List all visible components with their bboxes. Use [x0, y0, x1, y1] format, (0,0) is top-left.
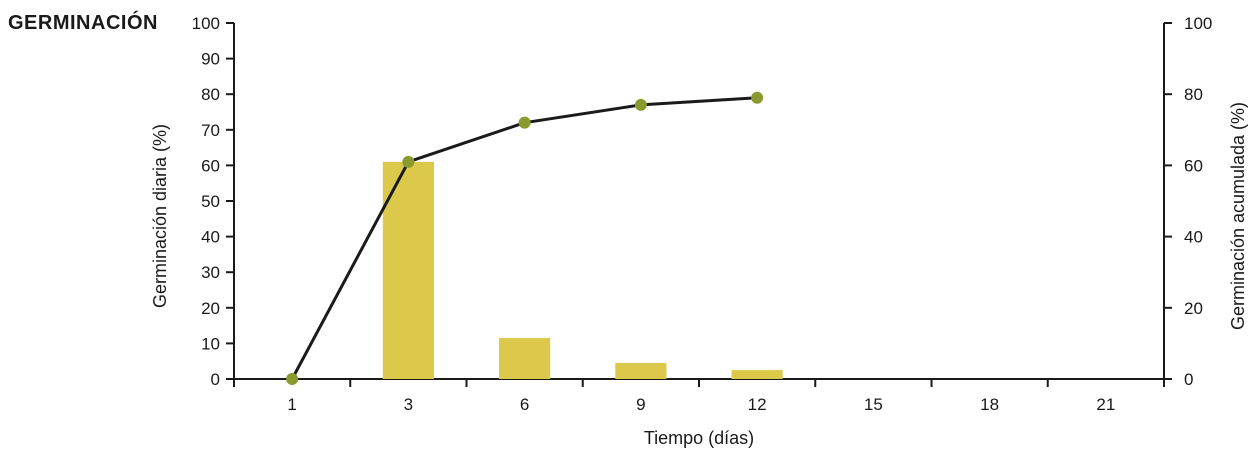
y-axis-label-left: Germinación diaria (%)	[150, 124, 170, 308]
cumulative-point	[751, 91, 764, 104]
x-tick-label: 12	[748, 395, 767, 414]
cumulative-polyline	[290, 96, 758, 380]
left-tick-label: 100	[192, 14, 220, 33]
cumulative-line	[286, 91, 764, 385]
left-tick-label: 0	[211, 370, 220, 389]
cumulative-point	[286, 373, 299, 385]
left-tick-label: 80	[201, 85, 220, 104]
left-tick-label: 90	[201, 50, 220, 69]
bar	[731, 370, 783, 379]
cumulative-point	[518, 116, 531, 129]
x-axis-label: Tiempo (días)	[644, 428, 754, 448]
x-tick-label: 1	[287, 395, 296, 414]
axes	[233, 23, 1165, 380]
chart-title: GERMINACIÓN	[8, 12, 158, 34]
x-tick-label: 18	[980, 395, 999, 414]
right-tick-label: 80	[1184, 85, 1203, 104]
daily-bars	[382, 161, 783, 379]
right-tick-label: 0	[1184, 370, 1193, 389]
bar	[382, 161, 434, 379]
left-tick-label: 60	[201, 156, 220, 175]
left-tick-label: 50	[201, 192, 220, 211]
bar	[499, 338, 551, 379]
right-ticks: 0 20 40 60 80 100	[1164, 14, 1212, 389]
x-ticks: 1 3 6 9 12 15 18 21	[233, 379, 1165, 414]
cumulative-point	[402, 155, 415, 168]
left-tick-label: 30	[201, 263, 220, 282]
bar	[615, 362, 667, 379]
right-tick-label: 20	[1184, 299, 1203, 318]
x-tick-label: 3	[404, 395, 413, 414]
x-tick-label: 21	[1096, 395, 1115, 414]
right-tick-label: 100	[1184, 14, 1212, 33]
right-tick-label: 60	[1184, 156, 1203, 175]
left-tick-label: 20	[201, 299, 220, 318]
y-axis-label-right: Germinación acumulada (%)	[1228, 102, 1248, 330]
x-tick-label: 6	[520, 395, 529, 414]
right-tick-label: 40	[1184, 228, 1203, 247]
left-tick-label: 70	[201, 121, 220, 140]
left-tick-label: 10	[201, 334, 220, 353]
x-tick-label: 15	[864, 395, 883, 414]
left-ticks: 0 10 20 30 40 50 60 70 80 90 100	[192, 14, 234, 389]
cumulative-point	[634, 98, 647, 111]
x-tick-label: 9	[636, 395, 645, 414]
left-tick-label: 40	[201, 228, 220, 247]
